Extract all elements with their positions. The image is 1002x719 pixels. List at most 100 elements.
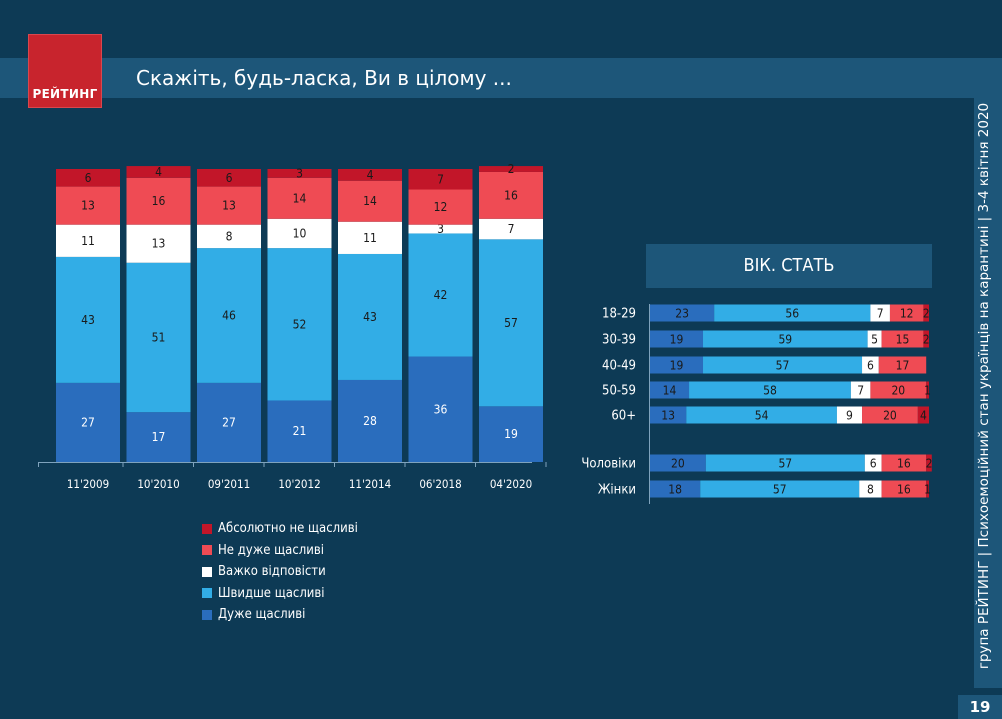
age-sex-stacked-bar-chart: 18-29 23 56 7 12 230-39 19 59 5 15 240-49 19 57 6 1750…	[581, 304, 932, 504]
hbar-segment-1-5	[705, 454, 865, 472]
page-title: Скажіть, будь-ласка, Ви в цілому ...	[136, 66, 512, 90]
x-tick-label-0: 11'2009	[67, 477, 109, 491]
bar-label-0-2: 27	[222, 415, 236, 429]
legend-swatch-icon	[202, 609, 212, 620]
legend-item-0: Абсолютно не щасливі	[202, 518, 358, 540]
bar-segment-3-2	[197, 186, 261, 225]
bar-label-4-6: 2	[508, 162, 515, 176]
bar-segment-1-5	[408, 233, 473, 357]
bar-label-3-6: 16	[504, 188, 518, 202]
bar-label-2-4: 11	[363, 231, 377, 245]
hbar-segment-4-6	[926, 480, 929, 498]
legend-swatch-icon	[202, 588, 212, 599]
bar-segment-3-5	[408, 189, 473, 225]
hbar-label-4-1: 2	[923, 333, 930, 347]
hbar-label-1-3: 58	[763, 384, 777, 398]
hbar-label-2-2: 6	[867, 359, 874, 373]
bar-label-3-1: 16	[152, 194, 166, 208]
bar-segment-1-4	[338, 253, 402, 380]
bar-label-4-1: 4	[155, 165, 162, 179]
bar-segment-2-0	[56, 224, 120, 257]
bar-label-1-0: 43	[81, 313, 95, 327]
y-tick-label-5: Чоловіки	[581, 457, 636, 472]
bar-segment-4-4	[338, 169, 402, 181]
hbar-segment-3-4	[862, 406, 918, 424]
bar-segment-3-3	[267, 177, 332, 219]
bar-label-2-1: 13	[152, 237, 166, 251]
hbar-label-2-6: 8	[867, 483, 874, 497]
hbar-label-2-0: 7	[877, 307, 884, 321]
hbar-label-3-6: 16	[897, 483, 911, 497]
y-tick-label-1: 30-39	[602, 333, 636, 348]
y-tick-label-4: 60+	[611, 409, 636, 424]
bar-label-0-5: 36	[434, 402, 448, 416]
y-tick-label-0: 18-29	[602, 307, 636, 322]
legend-item-2: Важко відповісти	[202, 561, 358, 583]
bar-segment-4-2	[197, 169, 261, 187]
y-tick-label-6: Жінки	[598, 483, 636, 498]
hbar-label-3-1: 15	[896, 333, 910, 347]
side-panel	[974, 98, 1002, 688]
hbar-label-0-1: 19	[670, 333, 684, 347]
x-tick-label-3: 10'2012	[278, 477, 320, 491]
bar-segment-1-1	[126, 262, 191, 413]
x-tick-label-5: 06'2018	[419, 477, 461, 491]
bar-label-3-2: 13	[222, 199, 236, 213]
title-bar	[0, 58, 1002, 98]
hbar-segment-1-3	[689, 381, 851, 399]
legend-label: Дуже щасливі	[218, 607, 306, 623]
hbar-label-1-6: 57	[773, 483, 787, 497]
hbar-label-2-4: 9	[846, 409, 853, 423]
hbar-label-1-4: 54	[755, 409, 769, 423]
hbar-segment-3-1	[881, 330, 924, 348]
hbar-label-1-0: 56	[785, 307, 799, 321]
bar-segment-2-4	[338, 221, 402, 254]
hbar-label-3-5: 16	[897, 457, 911, 471]
bar-segment-1-0	[56, 256, 120, 383]
hbar-label-0-0: 23	[675, 307, 689, 321]
hbar-label-2-3: 7	[857, 384, 864, 398]
y-tick-label-2: 40-49	[602, 359, 636, 374]
side-caption: група РЕЙТИНГ | Психоемоційний стан укра…	[976, 102, 992, 670]
bar-segment-2-6	[479, 218, 543, 240]
hbar-segment-3-2	[878, 356, 927, 374]
hbar-label-3-4: 20	[883, 409, 897, 423]
hbar-label-1-1: 59	[778, 333, 792, 347]
hbar-segment-2-2	[862, 356, 879, 374]
bar-segment-1-2	[197, 248, 261, 383]
bar-label-3-0: 13	[81, 199, 95, 213]
hbar-segment-3-3	[870, 381, 927, 399]
bar-segment-0-2	[197, 382, 261, 462]
hbar-segment-2-4	[836, 406, 863, 424]
bar-segment-3-4	[338, 180, 402, 222]
hbar-segment-0-3	[650, 381, 690, 399]
hbar-label-4-4: 4	[920, 409, 927, 423]
page-number: 19	[958, 695, 1002, 719]
legend-item-3: Швидше щасливі	[202, 583, 358, 605]
hbar-segment-2-3	[850, 381, 871, 399]
bar-label-4-4: 4	[367, 168, 374, 182]
bar-label-4-0: 6	[85, 171, 92, 185]
legend-item-4: Дуже щасливі	[202, 604, 358, 626]
age-sex-header: ВІК. СТАТЬ	[646, 244, 932, 288]
hbar-label-3-2: 17	[896, 359, 910, 373]
x-tick-label-1: 10'2010	[137, 477, 179, 491]
bar-segment-0-5	[408, 356, 473, 462]
hbar-label-0-5: 20	[671, 457, 685, 471]
bar-label-2-6: 7	[508, 222, 515, 236]
hbar-segment-0-5	[650, 454, 706, 472]
bar-label-1-2: 46	[222, 309, 236, 323]
hbar-segment-3-0	[889, 304, 924, 322]
bar-segment-4-1	[126, 166, 191, 178]
bar-segment-3-6	[479, 171, 543, 219]
hbar-label-1-2: 57	[776, 359, 790, 373]
x-tick-label-2: 09'2011	[208, 477, 250, 491]
hbar-label-4-3: 1	[924, 384, 931, 398]
time-series-stacked-bar-chart: 27431113611'200917511316410'201027468136…	[38, 162, 547, 491]
bar-label-2-5: 3	[437, 222, 444, 236]
hbar-label-2-1: 5	[871, 333, 878, 347]
hbar-segment-0-4	[650, 406, 687, 424]
hbar-segment-2-5	[864, 454, 882, 472]
bar-label-2-3: 10	[293, 226, 307, 240]
bar-label-0-3: 21	[293, 424, 307, 438]
